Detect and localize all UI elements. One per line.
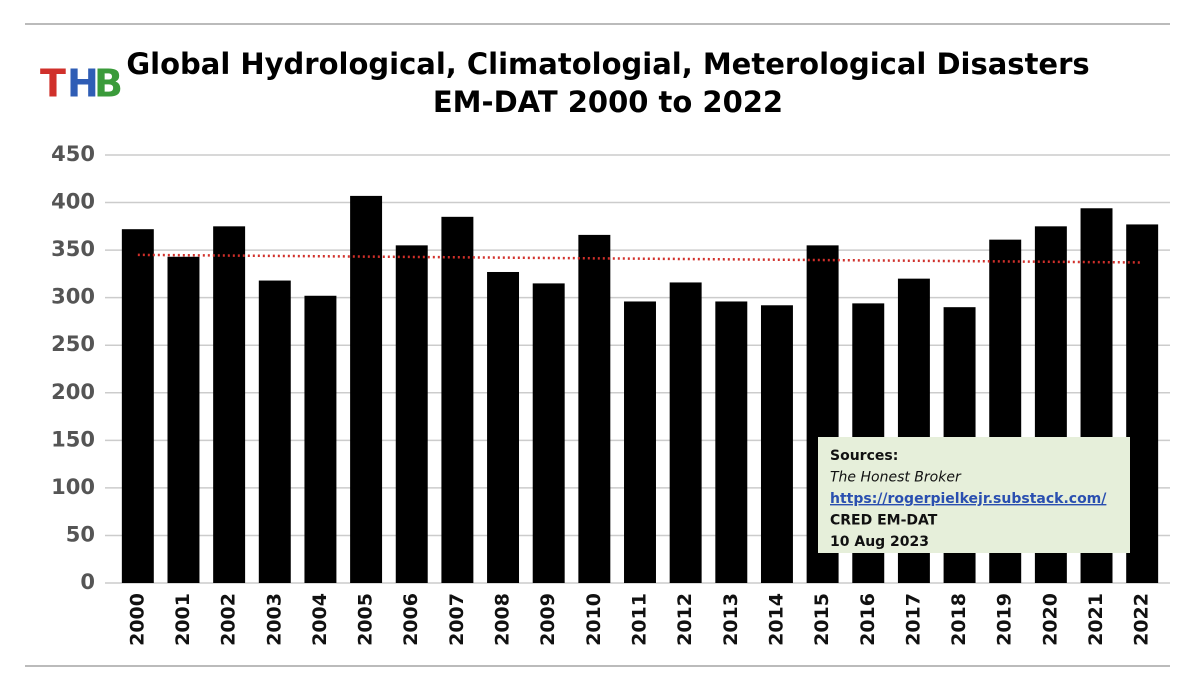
bar <box>395 245 428 583</box>
x-tick-label: 2008 <box>492 593 514 646</box>
source-line: The Honest Broker <box>830 470 962 486</box>
source-line: 10 Aug 2023 <box>830 534 929 550</box>
x-tick-label: 2003 <box>263 593 285 646</box>
x-tick-label: 2002 <box>218 593 240 646</box>
x-tick-label: 2020 <box>1039 593 1061 646</box>
x-tick-label: 2001 <box>172 593 194 646</box>
x-tick-label: 2012 <box>674 593 696 646</box>
bar <box>350 195 383 584</box>
bar <box>121 229 154 584</box>
bar <box>441 216 474 584</box>
bar <box>167 256 200 583</box>
bar <box>304 295 337 583</box>
y-tick-label: 200 <box>51 380 95 404</box>
x-tick-label: 2021 <box>1085 593 1107 646</box>
bar <box>578 234 611 584</box>
logo-letter: H <box>67 62 99 106</box>
bar <box>258 280 291 583</box>
y-tick-label: 50 <box>66 522 95 546</box>
x-tick-label: 2005 <box>355 593 377 646</box>
x-tick-label: 2007 <box>446 593 468 646</box>
x-tick-label: 2013 <box>720 593 742 646</box>
trend-line <box>137 253 1143 264</box>
bar <box>1126 224 1159 584</box>
source-line: CRED EM-DAT <box>830 513 938 529</box>
x-tick-label: 2022 <box>1131 593 1153 646</box>
x-tick-label: 2006 <box>400 593 422 646</box>
bar <box>487 271 520 583</box>
x-tick-label: 2010 <box>583 593 605 646</box>
logo-letter: T <box>40 62 66 106</box>
bar <box>760 305 793 583</box>
bar <box>532 283 565 583</box>
bar <box>213 226 246 584</box>
x-tick-label: 2016 <box>857 593 879 646</box>
bar <box>669 282 702 583</box>
x-tick-label: 2015 <box>811 593 833 646</box>
y-tick-label: 100 <box>51 475 95 499</box>
x-tick-label: 2018 <box>948 593 970 646</box>
chart-subtitle: EM-DAT 2000 to 2022 <box>433 85 783 119</box>
y-tick-label: 400 <box>51 190 95 214</box>
x-tick-label: 2004 <box>309 593 331 646</box>
y-tick-label: 0 <box>80 570 95 594</box>
sources-box: Sources: The Honest Broker https://rogerpi… <box>818 437 1130 553</box>
logo-letter: B <box>94 62 123 106</box>
y-tick-label: 350 <box>51 237 95 261</box>
y-tick-label: 250 <box>51 332 95 356</box>
y-tick-label: 150 <box>51 427 95 451</box>
x-tick-label: 2009 <box>537 593 559 646</box>
source-line: Sources: <box>830 448 898 464</box>
x-tick-label: 2011 <box>629 593 651 646</box>
y-tick-label: 300 <box>51 285 95 309</box>
logo: T HB <box>40 62 123 106</box>
chart-title: Global Hydrological, Climatologial, Mete… <box>126 47 1089 81</box>
bar <box>624 301 656 583</box>
source-link[interactable]: https://rogerpielkejr.substack.com/ <box>830 491 1107 507</box>
x-tick-label: 2014 <box>765 593 787 646</box>
y-tick-label: 450 <box>51 142 95 166</box>
x-tick-label: 2000 <box>126 593 148 646</box>
x-tick-label: 2019 <box>994 593 1016 646</box>
bar <box>715 301 748 583</box>
sources-background <box>818 437 1130 553</box>
x-tick-label: 2017 <box>902 593 924 646</box>
